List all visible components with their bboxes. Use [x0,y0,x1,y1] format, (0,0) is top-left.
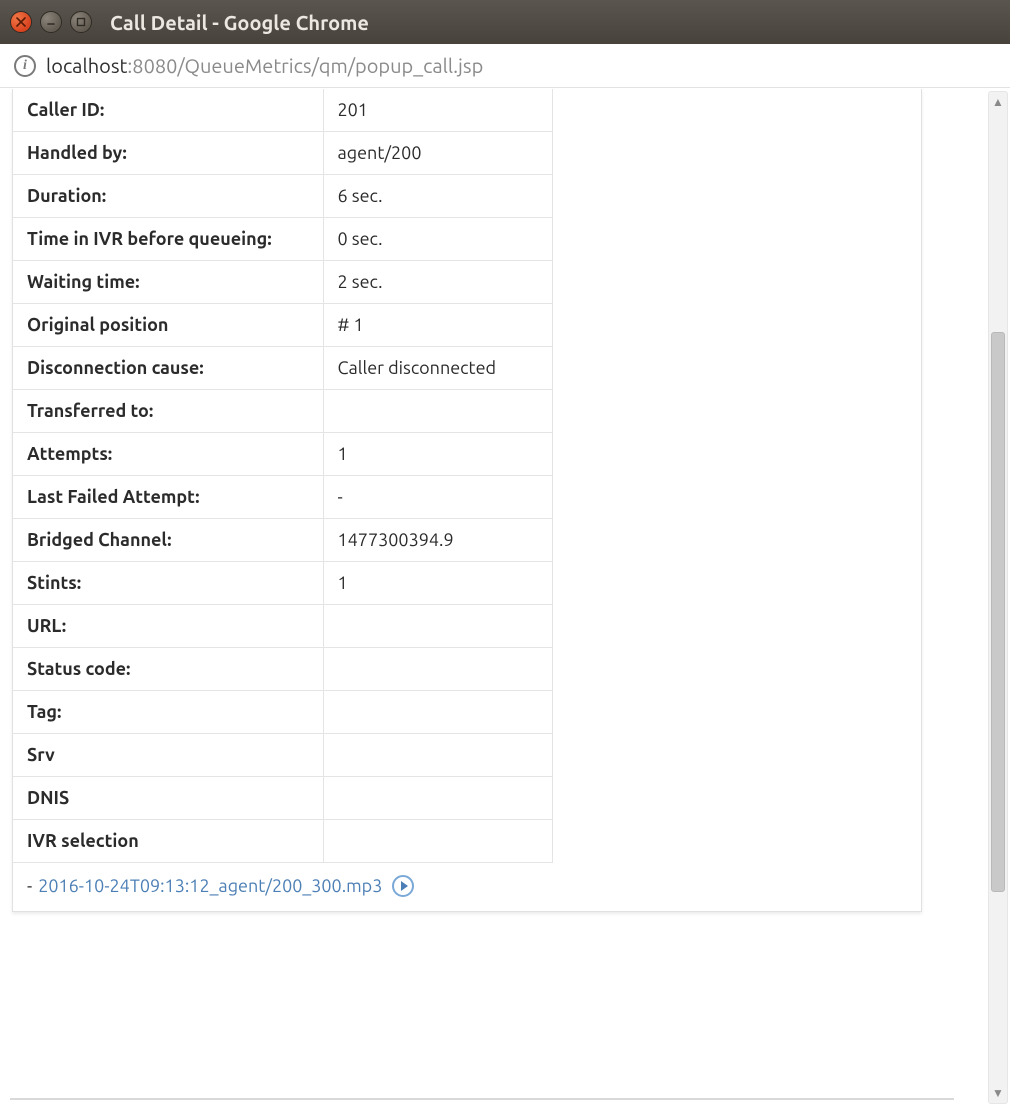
url-host: localhost [46,54,127,77]
vertical-scrollbar[interactable]: ▲ ▼ [988,91,1008,1104]
recording-link[interactable]: 2016-10-24T09:13:12_agent/200_300.mp3 [38,876,382,896]
table-row: Transferred to: [13,390,553,433]
detail-value: 6 sec. [323,175,553,218]
detail-value: 201 [323,89,553,132]
detail-value [323,648,553,691]
table-row: Duration:6 sec. [13,175,553,218]
detail-value [323,820,553,863]
detail-label: Original position [13,304,323,347]
page-viewport: Caller ID:201Handled by:agent/200Duratio… [0,88,1010,1106]
detail-label: Attempts: [13,433,323,476]
table-row: Status code: [13,648,553,691]
scrollbar-thumb[interactable] [991,332,1005,892]
call-detail-table: Caller ID:201Handled by:agent/200Duratio… [13,89,553,863]
table-row: Stints:1 [13,562,553,605]
detail-value: agent/200 [323,132,553,175]
detail-label: Transferred to: [13,390,323,433]
window-titlebar: Call Detail - Google Chrome [0,0,1010,44]
detail-label: Status code: [13,648,323,691]
detail-value: 2 sec. [323,261,553,304]
table-row: Handled by:agent/200 [13,132,553,175]
table-row: IVR selection [13,820,553,863]
detail-value: # 1 [323,304,553,347]
detail-label: Tag: [13,691,323,734]
window-controls [10,11,92,33]
detail-label: Disconnection cause: [13,347,323,390]
detail-label: IVR selection [13,820,323,863]
table-row: Waiting time:2 sec. [13,261,553,304]
detail-label: Waiting time: [13,261,323,304]
scroll-area[interactable]: Caller ID:201Handled by:agent/200Duratio… [0,89,984,1106]
minimize-icon[interactable] [40,11,62,33]
detail-value [323,390,553,433]
detail-label: Bridged Channel: [13,519,323,562]
detail-value: 1 [323,433,553,476]
detail-value: - [323,476,553,519]
recording-row: - 2016-10-24T09:13:12_agent/200_300.mp3 [13,863,921,911]
detail-label: URL: [13,605,323,648]
url-bar[interactable]: i localhost:8080/QueueMetrics/qm/popup_c… [0,44,1010,88]
detail-value: 1477300394.9 [323,519,553,562]
table-row: Tag: [13,691,553,734]
detail-value [323,777,553,820]
detail-value [323,734,553,777]
footer-divider [10,1098,954,1100]
recording-prefix: - [27,876,32,896]
table-row: URL: [13,605,553,648]
detail-label: DNIS [13,777,323,820]
maximize-icon[interactable] [70,11,92,33]
scroll-down-icon[interactable]: ▼ [989,1083,1007,1103]
detail-label: Handled by: [13,132,323,175]
table-row: Bridged Channel:1477300394.9 [13,519,553,562]
table-row: Srv [13,734,553,777]
url-path: :8080/QueueMetrics/qm/popup_call.jsp [127,54,483,77]
detail-label: Srv [13,734,323,777]
table-row: Disconnection cause:Caller disconnected [13,347,553,390]
site-info-icon[interactable]: i [14,55,36,77]
detail-label: Time in IVR before queueing: [13,218,323,261]
window-title: Call Detail - Google Chrome [110,11,369,34]
detail-value: Caller disconnected [323,347,553,390]
scroll-up-icon[interactable]: ▲ [989,92,1007,112]
call-detail-panel: Caller ID:201Handled by:agent/200Duratio… [12,89,922,912]
table-row: Original position# 1 [13,304,553,347]
detail-value: 1 [323,562,553,605]
detail-label: Caller ID: [13,89,323,132]
detail-label: Duration: [13,175,323,218]
detail-value [323,605,553,648]
play-icon[interactable] [392,875,414,897]
detail-label: Last Failed Attempt: [13,476,323,519]
table-row: Attempts:1 [13,433,553,476]
table-row: Time in IVR before queueing:0 sec. [13,218,553,261]
detail-label: Stints: [13,562,323,605]
table-row: DNIS [13,777,553,820]
table-row: Caller ID:201 [13,89,553,132]
detail-value [323,691,553,734]
table-row: Last Failed Attempt:- [13,476,553,519]
detail-value: 0 sec. [323,218,553,261]
close-icon[interactable] [10,11,32,33]
